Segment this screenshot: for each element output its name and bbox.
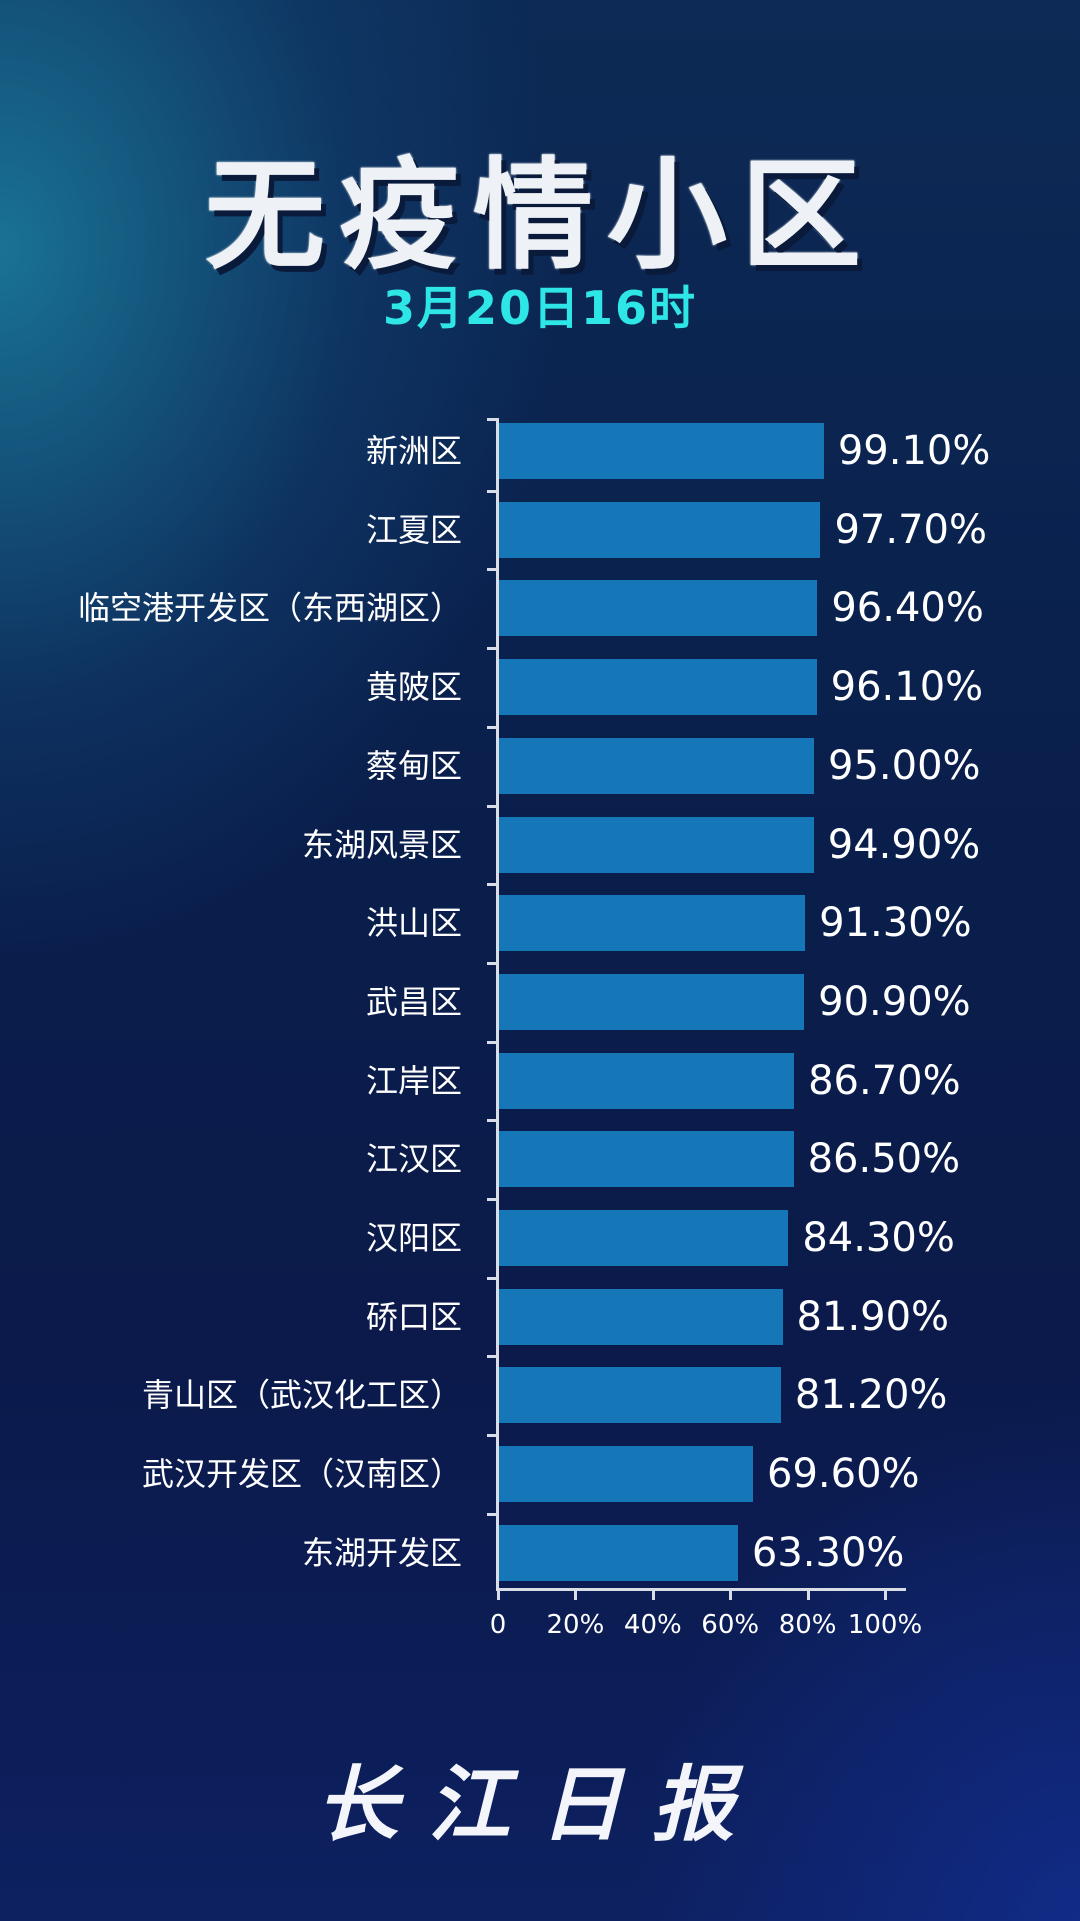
value-label: 96.40% <box>831 585 984 632</box>
chart-row: 硚口区 81.90% <box>0 1288 1080 1345</box>
y-tick <box>487 1198 499 1201</box>
x-tick <box>884 1588 887 1600</box>
chart-row: 东湖风景区 94.90% <box>0 816 1080 873</box>
value-label: 81.20% <box>794 1372 948 1419</box>
y-tick <box>487 1040 499 1044</box>
y-tick <box>487 1119 499 1123</box>
data-bar <box>499 501 821 558</box>
value-label: 90.90% <box>818 978 971 1025</box>
value-label: 81.90% <box>796 1293 950 1340</box>
data-bar <box>499 1524 738 1581</box>
y-tick <box>487 1276 499 1280</box>
y-tick <box>487 1355 499 1359</box>
chart-row: 东湖开发区 63.30% <box>0 1524 1080 1581</box>
value-label: 95.00% <box>828 742 981 789</box>
data-bar <box>499 1367 781 1424</box>
x-tick <box>729 1588 733 1600</box>
x-axis-line <box>496 1588 906 1591</box>
chart-row: 黄陂区 96.10% <box>0 659 1080 716</box>
y-tick <box>487 961 499 965</box>
y-tick <box>487 1512 499 1516</box>
data-bar <box>499 895 806 952</box>
chart-row: 汉阳区 84.30% <box>0 1210 1080 1266</box>
chart-row: 江汉区 86.50% <box>0 1131 1080 1188</box>
value-label: 69.60% <box>767 1451 920 1498</box>
y-tick <box>487 568 499 572</box>
data-bar <box>499 423 824 479</box>
chart-row: 新洲区 99.10% <box>0 423 1080 479</box>
chart-row: 青山区（武汉化工区） 81.20% <box>0 1367 1080 1424</box>
value-label: 86.50% <box>807 1136 961 1183</box>
category-label: 东湖风景区 <box>301 825 462 864</box>
x-tick-label: 60% <box>701 1610 760 1640</box>
data-bar <box>499 1288 783 1345</box>
category-label: 洪山区 <box>365 904 462 943</box>
chart-row: 洪山区 91.30% <box>0 895 1080 952</box>
data-bar <box>499 1052 795 1109</box>
y-tick <box>487 647 499 651</box>
y-tick <box>487 1434 499 1438</box>
data-bar <box>499 659 817 716</box>
data-bar <box>499 1131 794 1188</box>
chart-row: 武昌区 90.90% <box>0 973 1080 1030</box>
y-tick <box>487 725 499 729</box>
data-bar <box>499 580 818 637</box>
value-label: 97.70% <box>834 506 987 553</box>
value-label: 96.10% <box>830 664 984 711</box>
category-label: 东湖开发区 <box>301 1533 462 1572</box>
newspaper-logo: 长江日报 <box>316 1757 764 1853</box>
category-label: 蔡甸区 <box>365 746 462 785</box>
value-label: 86.70% <box>808 1057 961 1104</box>
x-tick <box>806 1588 810 1600</box>
y-tick <box>487 489 499 493</box>
data-bar <box>499 1446 754 1503</box>
category-label: 江汉区 <box>365 1140 462 1179</box>
category-label: 汉阳区 <box>365 1219 462 1257</box>
data-bar <box>499 1210 789 1266</box>
x-tick <box>574 1588 578 1600</box>
y-tick <box>487 883 499 887</box>
data-bar <box>499 737 814 794</box>
x-tick-label: 40% <box>623 1610 682 1640</box>
x-tick <box>651 1588 655 1600</box>
value-label: 94.90% <box>827 821 981 868</box>
x-tick-label: 0 <box>489 1610 507 1640</box>
chart-row: 蔡甸区 95.00% <box>0 737 1080 794</box>
data-bar <box>499 973 805 1030</box>
y-tick <box>487 804 499 808</box>
x-tick-label: 20% <box>546 1610 605 1640</box>
value-label: 63.30% <box>751 1529 905 1576</box>
category-label: 新洲区 <box>365 432 462 470</box>
value-label: 99.10% <box>837 428 991 474</box>
category-label: 临空港开发区（东西湖区） <box>77 589 462 628</box>
chart-row: 江岸区 86.70% <box>0 1052 1080 1109</box>
page-title: 无疫情小区 <box>205 147 875 286</box>
chart-row: 江夏区 97.70% <box>0 501 1080 558</box>
chart-row: 武汉开发区（汉南区） 69.60% <box>0 1446 1080 1503</box>
date-subtitle: 3月20日16时 <box>382 281 698 335</box>
x-tick-label: 100% <box>847 1610 923 1640</box>
category-label: 武昌区 <box>365 982 462 1021</box>
y-axis-line <box>496 420 499 1590</box>
category-label: 江夏区 <box>365 510 462 549</box>
value-label: 91.30% <box>819 900 972 947</box>
y-tick <box>487 418 499 421</box>
category-label: 青山区（武汉化工区） <box>141 1376 462 1415</box>
chart-row: 临空港开发区（东西湖区） 96.40% <box>0 580 1080 637</box>
category-label: 江岸区 <box>365 1061 462 1100</box>
data-bar <box>499 816 814 873</box>
x-tick <box>497 1588 500 1600</box>
x-tick-label: 80% <box>778 1610 837 1640</box>
category-label: 武汉开发区（汉南区） <box>141 1455 462 1494</box>
category-label: 硚口区 <box>365 1297 462 1336</box>
value-label: 84.30% <box>802 1215 955 1261</box>
category-label: 黄陂区 <box>365 668 462 707</box>
